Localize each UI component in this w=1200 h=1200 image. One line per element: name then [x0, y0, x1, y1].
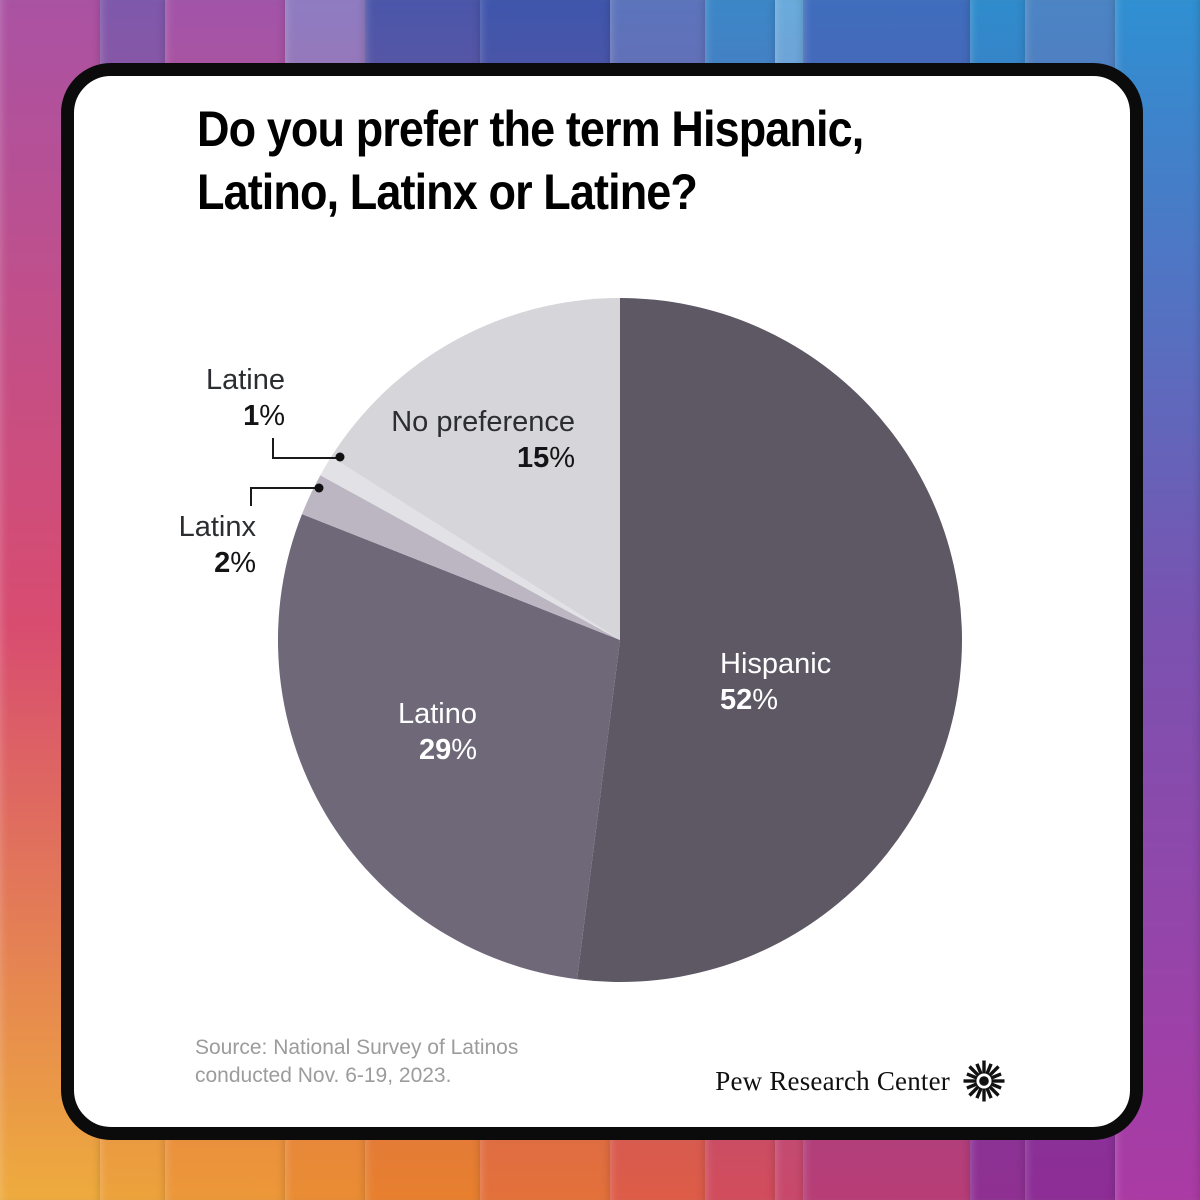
- pew-logo-ray: [975, 1063, 983, 1075]
- slice-name: Latinx: [178, 511, 256, 543]
- slice-value: 1%: [206, 398, 285, 434]
- pew-logo-ray: [975, 1087, 983, 1099]
- percent-sign: %: [230, 547, 256, 579]
- slice-value: 52%: [720, 682, 831, 718]
- pie-chart: [250, 298, 962, 983]
- slice-value: 15%: [391, 440, 575, 476]
- slice-value-number: 2: [214, 547, 231, 579]
- slice-value: 2%: [179, 545, 256, 581]
- leader-lines: [250, 438, 345, 506]
- pew-wordmark: Pew Research Center: [715, 1065, 950, 1096]
- pew-branding: Pew Research Center: [715, 1058, 1007, 1104]
- latine-leader-dot: [335, 452, 345, 462]
- pie-slice-no-preference: [331, 298, 620, 640]
- slice-value-number: 52: [720, 684, 753, 716]
- pew-logo-ray: [966, 1082, 978, 1090]
- percent-sign: %: [451, 734, 477, 766]
- chart-title: Do you prefer the term Hispanic, Latino,…: [197, 98, 1007, 224]
- chart-card: Do you prefer the term Hispanic, Latino,…: [61, 63, 1143, 1140]
- slice-name: Latino: [397, 698, 477, 730]
- latinx-slice-label: Latinx 2%: [179, 509, 256, 581]
- source-line-2: conducted Nov. 6-19, 2023.: [195, 1064, 452, 1087]
- pie-slice-latinx: [302, 475, 620, 640]
- pie-slice-hispanic: [577, 298, 962, 983]
- slice-name: Hispanic: [720, 648, 832, 680]
- pew-logo-ray: [966, 1072, 978, 1080]
- latine-leader-line: [272, 438, 336, 459]
- chart-title-line-2: Latino, Latinx or Latine?: [197, 164, 698, 220]
- pew-logo-ray: [988, 1065, 1000, 1077]
- hispanic-slice-label: Hispanic 52%: [720, 646, 831, 718]
- pew-logo-ray: [968, 1085, 980, 1097]
- latine-slice-label: Latine 1%: [206, 362, 285, 434]
- latinx-leader-dot: [314, 483, 324, 493]
- latino-slice-label: Latino 29%: [398, 696, 477, 768]
- chart-title-line-1: Do you prefer the term Hispanic,: [197, 101, 864, 157]
- percent-sign: %: [752, 684, 779, 716]
- pie-slice-latino: [277, 514, 620, 980]
- source-note: Source: National Survey of Latinos condu…: [195, 1034, 518, 1090]
- slice-value-number: 1: [243, 400, 260, 432]
- pew-logo-ray: [985, 1087, 993, 1099]
- percent-sign: %: [259, 400, 285, 432]
- slice-name: Latine: [205, 364, 285, 396]
- pew-logo-ray: [968, 1065, 980, 1077]
- pie-slice-latine: [320, 456, 620, 640]
- slice-value-number: 15: [516, 442, 550, 474]
- pew-logo-ray: [990, 1072, 1002, 1080]
- slice-value-number: 29: [418, 734, 452, 766]
- slice-value: 29%: [398, 732, 477, 768]
- pew-sunburst-icon: [963, 1060, 1005, 1102]
- no-preference-slice-label: No preference 15%: [391, 404, 575, 476]
- latinx-leader-line: [250, 487, 317, 506]
- slice-name: No preference: [391, 406, 575, 438]
- pew-logo-ray: [988, 1085, 1000, 1097]
- pew-logo-ray: [990, 1082, 1002, 1090]
- pew-logo-ray: [985, 1063, 993, 1075]
- percent-sign: %: [549, 442, 575, 474]
- source-line-1: Source: National Survey of Latinos: [195, 1036, 519, 1059]
